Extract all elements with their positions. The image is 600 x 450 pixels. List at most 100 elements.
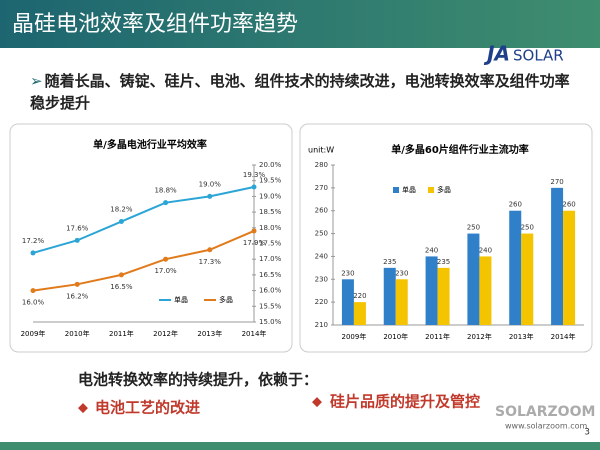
y-tick-label: 280 [315, 161, 328, 169]
data-label: 270 [550, 178, 563, 186]
y-tick-label: 20.0% [259, 161, 282, 169]
bar [341, 279, 354, 325]
bullet-icon: ◆ [312, 395, 322, 410]
bar [395, 279, 408, 325]
bar [425, 256, 438, 325]
bullet-icon: ◆ [78, 401, 88, 416]
x-tick-label: 2011年 [109, 329, 134, 338]
x-tick-label: 2009年 [21, 329, 46, 338]
x-tick-label: 2013年 [197, 329, 222, 338]
legend-label: 单晶 [174, 295, 188, 304]
watermark-url: www.solarzoom.com [505, 422, 588, 431]
point [207, 247, 213, 253]
data-label: 17.0% [154, 267, 177, 275]
chart-title: 单/多晶60片组件行业主流功率 [391, 143, 529, 156]
legend-swatch [428, 187, 434, 193]
bar [509, 210, 522, 325]
x-tick-label: 2011年 [425, 332, 450, 341]
data-label: 19.3% [243, 171, 266, 179]
bar [521, 233, 534, 325]
legend-label: 单晶 [402, 185, 416, 194]
bar [437, 267, 450, 325]
data-label: 16.5% [110, 283, 133, 291]
point [30, 250, 36, 256]
data-label: 260 [562, 201, 575, 209]
y-tick-label: 19.0% [259, 192, 282, 200]
bar [563, 210, 576, 325]
point [207, 193, 213, 199]
header-bar [0, 0, 600, 48]
footer-bar [0, 442, 600, 450]
y-tick-label: 17.5% [259, 240, 282, 248]
chart-title: 单/多晶电池行业平均效率 [93, 138, 207, 151]
data-label: 235 [437, 258, 450, 266]
legend-swatch [393, 187, 399, 193]
data-label: 18.2% [110, 206, 133, 214]
y-tick-label: 16.0% [259, 287, 282, 295]
legend-label: 多晶 [219, 295, 233, 304]
y-tick-label: 17.0% [259, 255, 282, 263]
logo-brand: JA [483, 42, 510, 66]
y-tick-label: 18.0% [259, 224, 282, 232]
legend-label: 多晶 [437, 185, 451, 194]
chart-panel [9, 123, 293, 353]
y-axis-label: unit:W [308, 146, 334, 155]
data-label: 18.8% [154, 187, 177, 195]
watermark: SOLARZOOM [495, 404, 595, 420]
x-tick-label: 2014年 [242, 329, 267, 338]
intro: 随着长晶、铸锭、硅片、电池、组件技术的持续改进，电池转换效率及组件功率稳步提升 [30, 70, 570, 114]
bar [467, 233, 480, 325]
bar [383, 267, 396, 325]
bar [551, 187, 564, 325]
data-label: 16.0% [22, 299, 45, 307]
data-label: 17.2% [22, 237, 45, 245]
data-label: 230 [395, 269, 408, 277]
line [32, 230, 255, 292]
data-label: 17.9% [243, 239, 266, 247]
y-tick-label: 16.5% [259, 271, 282, 279]
point [163, 256, 169, 262]
data-label: 17.3% [199, 258, 222, 266]
x-tick-label: 2014年 [551, 332, 576, 341]
data-label: 220 [353, 292, 366, 300]
x-tick-label: 2009年 [342, 332, 367, 341]
y-tick-label: 260 [315, 207, 328, 215]
page-number: 3 [584, 428, 590, 438]
y-tick-label: 18.5% [259, 208, 282, 216]
x-tick-label: 2012年 [467, 332, 492, 341]
data-label: 19.0% [199, 180, 222, 188]
data-label: 250 [521, 224, 534, 232]
data-label: 250 [467, 224, 480, 232]
data-label: 260 [509, 201, 522, 209]
point [251, 228, 257, 234]
bar [353, 302, 366, 325]
y-tick-label: 15.0% [259, 318, 282, 326]
y-tick-label: 270 [315, 184, 328, 192]
slide-title: 晶硅电池效率及组件功率趋势 [12, 12, 298, 37]
data-label: 235 [383, 258, 396, 266]
y-tick-label: 240 [315, 252, 328, 260]
x-tick-label: 2010年 [65, 329, 90, 338]
x-tick-label: 2010年 [383, 332, 408, 341]
conclusion: 电池转换效率的持续提升，依赖于： [78, 371, 318, 389]
y-tick-label: 220 [315, 298, 328, 306]
point [118, 219, 124, 225]
data-label: 230 [341, 269, 354, 277]
point [74, 237, 80, 243]
point [118, 272, 124, 278]
point [163, 200, 169, 206]
bar [479, 256, 492, 325]
y-tick-label: 230 [315, 275, 328, 283]
y-tick-label: 250 [315, 230, 328, 238]
y-tick-label: 210 [315, 321, 328, 329]
point [74, 281, 80, 287]
data-label: 240 [479, 246, 492, 254]
point: 电池工艺的改进 [95, 399, 200, 417]
y-tick-label: 15.5% [259, 302, 282, 310]
data-label: 240 [425, 246, 438, 254]
x-tick-label: 2013年 [509, 332, 534, 341]
data-label: 17.6% [66, 224, 89, 232]
x-tick-label: 2012年 [153, 329, 178, 338]
